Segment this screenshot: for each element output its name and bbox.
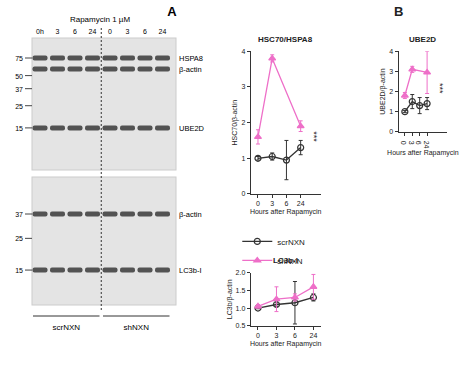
svg-text:24: 24 [423, 141, 430, 149]
svg-text:1: 1 [241, 155, 245, 162]
svg-text:HSPA8: HSPA8 [179, 54, 203, 63]
svg-text:3: 3 [270, 200, 274, 207]
svg-text:0h: 0h [36, 28, 44, 35]
svg-text:0: 0 [108, 28, 112, 35]
svg-text:Hours after Rapamycin: Hours after Rapamycin [250, 208, 322, 216]
svg-text:37: 37 [15, 86, 23, 93]
svg-text:UBE2D/β-actin: UBE2D/β-actin [379, 68, 387, 115]
svg-text:3: 3 [241, 83, 245, 90]
svg-text:0: 0 [400, 141, 407, 145]
svg-text:Hours after Rapamycin: Hours after Rapamycin [250, 340, 322, 348]
svg-text:0.5: 0.5 [236, 322, 246, 329]
svg-text:Hours after Rapamycin: Hours after Rapamycin [387, 149, 459, 157]
svg-text:24: 24 [89, 28, 97, 35]
svg-text:shNXN: shNXN [124, 323, 150, 332]
svg-text:25: 25 [15, 103, 23, 110]
svg-text:scrNXN: scrNXN [52, 323, 80, 332]
svg-text:0: 0 [256, 200, 260, 207]
svg-text:6: 6 [415, 141, 422, 145]
svg-text:6: 6 [143, 28, 147, 35]
svg-text:2.0: 2.0 [236, 269, 246, 276]
svg-text:HSC70/β-actin: HSC70/β-actin [231, 100, 239, 146]
svg-text:1: 1 [389, 108, 393, 115]
svg-text:UBE2D: UBE2D [409, 35, 436, 44]
svg-text:1.0: 1.0 [236, 305, 246, 312]
svg-text:1.5: 1.5 [236, 287, 246, 294]
svg-text:3: 3 [389, 68, 393, 75]
svg-text:50: 50 [15, 73, 23, 80]
svg-text:LC3b-I: LC3b-I [179, 266, 202, 275]
svg-text:β-actin: β-actin [179, 210, 202, 219]
svg-text:24: 24 [297, 200, 305, 207]
svg-text:37: 37 [15, 211, 23, 218]
svg-text:3: 3 [275, 332, 279, 339]
svg-text:15: 15 [15, 125, 23, 132]
svg-text:3: 3 [56, 28, 60, 35]
svg-text:HSC70/HSPA8: HSC70/HSPA8 [258, 35, 313, 44]
svg-text:6: 6 [293, 332, 297, 339]
svg-text:scrNXN: scrNXN [277, 238, 305, 247]
svg-text:B: B [394, 4, 403, 19]
svg-text:15: 15 [15, 267, 23, 274]
svg-text:2: 2 [241, 119, 245, 126]
svg-text:4: 4 [389, 48, 393, 55]
svg-text:24: 24 [159, 28, 167, 35]
svg-text:LC3b/β-actin: LC3b/β-actin [226, 279, 234, 319]
svg-text:2: 2 [389, 88, 393, 95]
svg-text:shNXN: shNXN [277, 257, 303, 266]
svg-text:β-actin: β-actin [179, 65, 202, 74]
svg-text:75: 75 [15, 55, 23, 62]
svg-text:3: 3 [126, 28, 130, 35]
svg-text:25: 25 [15, 235, 23, 242]
svg-text:Rapamycin 1 µM: Rapamycin 1 µM [70, 15, 131, 24]
svg-text:0: 0 [241, 190, 245, 197]
svg-text:***: *** [309, 131, 319, 142]
svg-text:UBE2D: UBE2D [179, 124, 205, 133]
svg-text:***: *** [435, 83, 445, 94]
svg-text:6: 6 [284, 200, 288, 207]
svg-text:6: 6 [73, 28, 77, 35]
svg-text:LC3b-I: LC3b-I [273, 256, 298, 265]
svg-text:3: 3 [408, 141, 415, 145]
svg-text:24: 24 [310, 332, 318, 339]
svg-text:0: 0 [389, 128, 393, 135]
svg-text:A: A [167, 4, 177, 19]
svg-text:0: 0 [256, 332, 260, 339]
svg-text:4: 4 [241, 48, 245, 55]
